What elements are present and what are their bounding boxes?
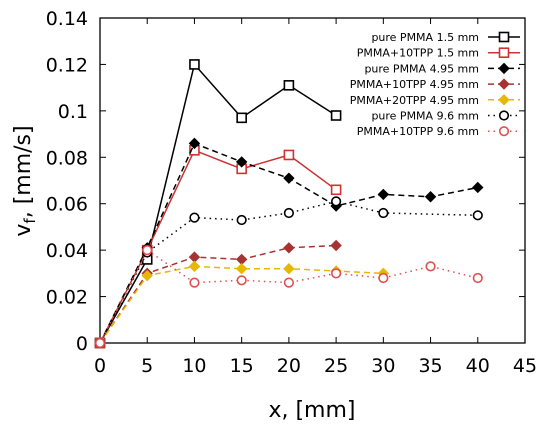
axis-ticks: 0 5 10 15 20 25 30 35 40 45 0 0.02 0.04 0.06 0.08 0.1 0.…	[46, 8, 537, 377]
data-point	[283, 277, 294, 288]
legend-marker	[498, 78, 510, 90]
y-tick-label: 0.08	[46, 147, 88, 169]
data-point	[235, 156, 248, 168]
legend-label: pure PMMA 4.95 mm	[364, 62, 479, 75]
legend-label: pure PMMA 1.5 mm	[371, 31, 479, 44]
y-axis-title-sub: f	[21, 218, 39, 224]
legend-item: PMMA+20TPP 4.95 mm	[350, 94, 520, 107]
data-point	[283, 207, 294, 219]
data-point	[141, 269, 153, 282]
series-1	[94, 59, 342, 349]
x-tick-label: 10	[182, 355, 206, 377]
y-tick-label: 0.12	[46, 54, 88, 76]
legend-marker	[498, 47, 510, 59]
x-tick-label: 5	[141, 355, 153, 377]
x-tick-label: 35	[418, 355, 442, 377]
series-line	[99, 200, 478, 344]
data-point	[188, 251, 201, 263]
y-tick-label: 0.1	[58, 101, 88, 123]
legend-marker	[498, 31, 510, 43]
data-point	[235, 263, 248, 275]
y-axis-title-main: v	[11, 224, 36, 237]
legend-item: PMMA+10TPP 4.95 mm	[350, 78, 520, 91]
data-point	[472, 272, 483, 284]
legend: pure PMMA 1.5 mm PMMA+10TPP 1.5 mm pure PM…	[350, 31, 520, 138]
data-point	[283, 242, 295, 254]
data-point	[188, 137, 201, 150]
y-axis-title: vf, [mm/s]	[11, 125, 39, 236]
y-tick-label: 0.04	[46, 240, 88, 262]
legend-label: PMMA+10TPP 4.95 mm	[350, 78, 479, 91]
legend-item: PMMA+10TPP 9.6 mm	[357, 125, 520, 138]
y-tick-label: 0.02	[46, 287, 88, 309]
data-point	[425, 261, 436, 272]
legend-label: PMMA+10TPP 1.5 mm	[357, 47, 479, 60]
legend-marker	[498, 110, 510, 121]
data-point	[236, 112, 247, 124]
y-tick-label: 0.06	[46, 194, 88, 216]
data-point	[283, 80, 295, 91]
data-point	[472, 181, 484, 194]
y-tick-label: 0.14	[46, 8, 88, 30]
series-layer	[94, 59, 484, 349]
data-point	[378, 207, 389, 219]
data-point	[235, 253, 248, 266]
series-line	[99, 244, 337, 344]
data-point	[283, 263, 295, 275]
data-point	[472, 210, 483, 221]
y-axis-title-unit: , [mm/s]	[11, 125, 36, 218]
legend-marker	[498, 94, 510, 106]
x-tick-label: 30	[371, 355, 395, 377]
data-point	[331, 268, 342, 279]
data-point	[189, 59, 200, 70]
data-point	[94, 337, 106, 349]
legend-item: pure PMMA 4.95 mm	[364, 62, 520, 75]
data-point	[330, 184, 342, 196]
series-line	[99, 149, 337, 344]
data-point	[189, 277, 200, 288]
data-point	[330, 110, 342, 121]
data-point	[189, 212, 200, 223]
y-tick-label: 0	[76, 333, 88, 355]
plot-frame	[99, 17, 526, 344]
legend-item: pure PMMA 9.6 mm	[371, 110, 520, 123]
data-point	[378, 272, 389, 284]
x-tick-label: 0	[94, 355, 106, 377]
x-axis-title: x, [mm]	[268, 398, 355, 423]
x-tick-label: 40	[466, 355, 490, 377]
legend-label: PMMA+10TPP 9.6 mm	[357, 125, 479, 138]
data-point	[188, 260, 201, 273]
data-point	[283, 149, 295, 161]
legend-marker	[498, 62, 510, 75]
data-point	[424, 191, 437, 203]
data-point	[331, 196, 342, 207]
legend-item: PMMA+10TPP 1.5 mm	[357, 47, 520, 60]
x-tick-label: 15	[230, 355, 254, 377]
x-tick-label: 45	[513, 355, 537, 377]
legend-label: PMMA+20TPP 4.95 mm	[350, 94, 479, 107]
data-point	[236, 275, 247, 286]
legend-item: pure PMMA 1.5 mm	[371, 31, 520, 44]
data-point	[283, 172, 295, 184]
series-7	[94, 245, 483, 349]
legend-label: pure PMMA 9.6 mm	[371, 110, 479, 123]
data-point	[236, 214, 247, 226]
data-point	[330, 239, 342, 252]
data-point	[142, 245, 153, 256]
legend-marker	[498, 126, 510, 137]
series-line	[99, 62, 337, 344]
series-4	[94, 239, 342, 349]
data-point	[377, 188, 390, 201]
x-tick-label: 25	[324, 355, 348, 377]
x-tick-label: 20	[277, 355, 301, 377]
